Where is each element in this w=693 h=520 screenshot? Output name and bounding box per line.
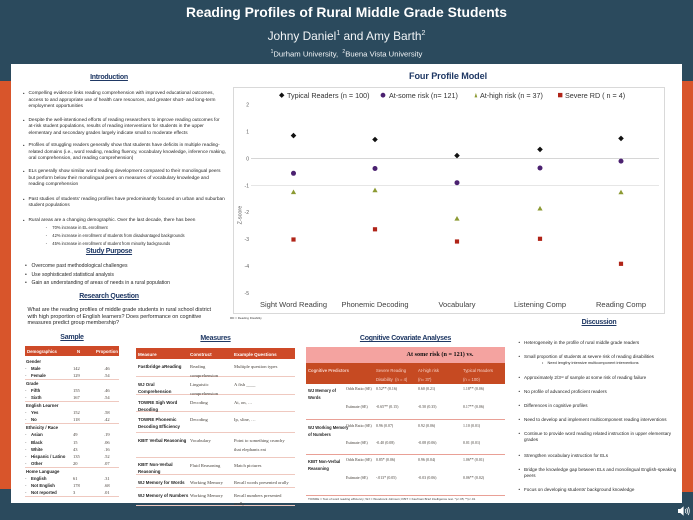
svg-text:0: 0 xyxy=(246,156,249,162)
svg-text:-2: -2 xyxy=(245,210,250,216)
svg-text:At-some risk (n= 121): At-some risk (n= 121) xyxy=(389,91,458,100)
svg-text:-3: -3 xyxy=(245,237,250,243)
svg-text:-1: -1 xyxy=(245,183,250,189)
svg-text:Listening Comp: Listening Comp xyxy=(514,300,566,309)
svg-text:Reading Comp: Reading Comp xyxy=(596,300,646,309)
svg-text:Sight Word Reading: Sight Word Reading xyxy=(260,300,327,309)
svg-text:-5: -5 xyxy=(245,291,250,297)
svg-text:Phonemic Decoding: Phonemic Decoding xyxy=(341,300,408,309)
svg-text:Z-score: Z-score xyxy=(238,206,244,225)
svg-text:Vocabulary: Vocabulary xyxy=(438,300,475,309)
svg-text:Severe RD ( n = 4): Severe RD ( n = 4) xyxy=(565,91,625,100)
svg-text:2: 2 xyxy=(246,103,249,109)
svg-text:1: 1 xyxy=(246,130,249,136)
svg-text:-4: -4 xyxy=(245,264,250,270)
svg-text:At-high risk (n = 37): At-high risk (n = 37) xyxy=(480,91,543,100)
svg-text:Typical Readers (n = 100): Typical Readers (n = 100) xyxy=(287,91,370,100)
